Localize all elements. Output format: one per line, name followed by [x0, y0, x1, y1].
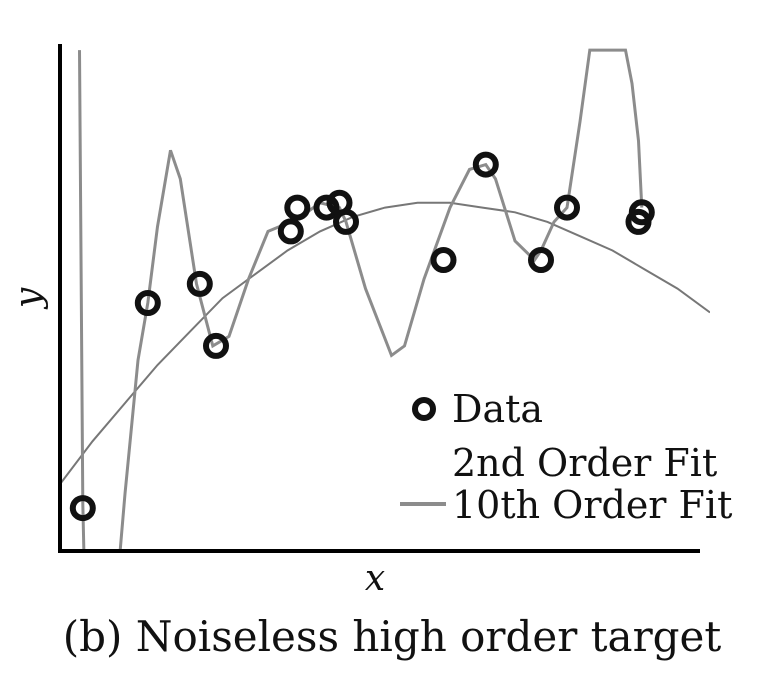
data-point: [69, 495, 96, 522]
data-point: [472, 151, 499, 178]
data-point: [284, 194, 311, 221]
data-point: [528, 247, 554, 273]
legend-fit10-label: 10th Order Fit: [452, 483, 732, 527]
data-point: [186, 270, 213, 297]
legend: Data 2nd Order Fit 10th Order Fit: [400, 387, 732, 527]
data-point: [430, 247, 457, 273]
data-point: [554, 194, 580, 221]
x-axis-label: x: [365, 558, 385, 599]
fit-10th-order-line: [78, 48, 644, 551]
data-point: [134, 290, 161, 316]
data-point: [277, 218, 304, 245]
y-axis-label: y: [8, 287, 49, 310]
legend-fit2-label: 2nd Order Fit: [452, 441, 717, 485]
legend-data-marker: [412, 397, 436, 421]
data-point: [333, 208, 359, 235]
fit-2nd-order-line: [60, 201, 710, 485]
figure-caption: (b) Noiseless high order target: [62, 612, 722, 661]
legend-data-label: Data: [452, 387, 543, 431]
data-point: [628, 199, 655, 226]
data-point: [313, 194, 340, 221]
data-point: [203, 332, 229, 359]
